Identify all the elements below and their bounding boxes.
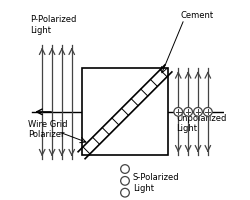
Circle shape (121, 177, 129, 185)
Circle shape (194, 107, 202, 116)
Text: Wire Grid
Polarizer: Wire Grid Polarizer (28, 120, 68, 139)
Circle shape (204, 107, 212, 116)
Text: P-Polarized
Light: P-Polarized Light (30, 15, 77, 35)
Text: Cement: Cement (180, 11, 213, 20)
Circle shape (121, 165, 129, 173)
Text: S-Polarized
Light: S-Polarized Light (133, 173, 180, 193)
Circle shape (174, 107, 182, 116)
Circle shape (184, 107, 192, 116)
Bar (82, 68, 168, 155)
Text: Unpolarized
Light: Unpolarized Light (176, 114, 227, 133)
Circle shape (121, 188, 129, 197)
